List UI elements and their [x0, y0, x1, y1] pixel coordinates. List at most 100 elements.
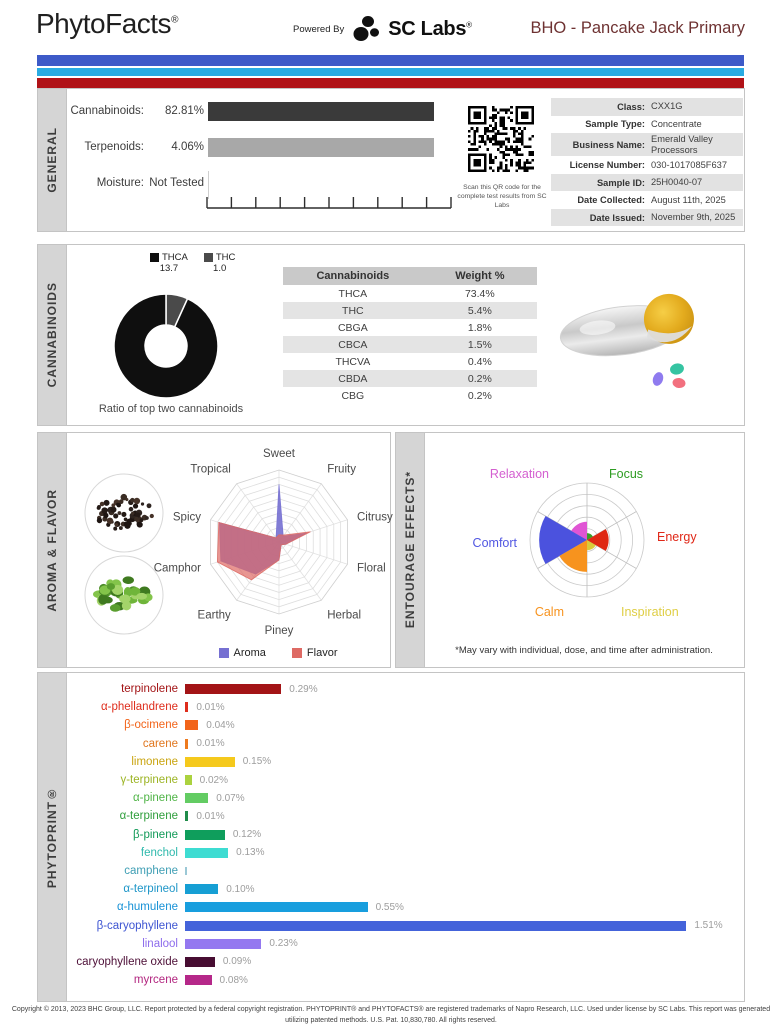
terpene-row: camphene: [66, 862, 740, 880]
info-row-label: Class:: [617, 101, 645, 112]
table-cell-value: 1.5%: [467, 338, 492, 351]
table-row: CBGA 1.8%: [283, 319, 537, 336]
terpene-bar: [185, 775, 192, 786]
table-header-row: Cannabinoids Weight %: [283, 267, 537, 285]
entourage-footnote: *May vary with individual, dose, and tim…: [455, 645, 713, 656]
table-cell-value: 0.2%: [467, 372, 492, 385]
table-row: CBG 0.2%: [283, 387, 537, 404]
table-cell-name: THCVA: [335, 355, 371, 368]
terpene-name: linalool: [142, 937, 178, 950]
legend-value: 13.7: [159, 263, 179, 274]
legend-name: Flavor: [306, 647, 338, 659]
terpene-name: β-pinene: [133, 828, 178, 841]
legend-name: Aroma: [233, 647, 266, 659]
terpene-bar: [185, 811, 189, 822]
terpene-bar: [185, 902, 368, 913]
table-header-cell: Weight %: [455, 270, 505, 282]
terpene-name: γ-terpinene: [120, 774, 178, 787]
moisture-axis-tick: [208, 171, 209, 199]
general-row-label: Cannabinoids:: [70, 105, 144, 117]
section-phytoprint: PHYTOPRINT® terpinolene 0.29% α-phellandre…: [37, 672, 745, 1002]
general-row: Terpenoids: 4.06%: [38, 138, 744, 157]
legend-value: 1.0: [213, 263, 227, 274]
entourage-effects-chart: Focus Relaxation Comfort Calm Inspiration Ene…: [473, 467, 698, 619]
terpene-bar: [185, 847, 229, 858]
terpene-row: α-terpineol 0.10%: [66, 880, 740, 898]
aroma-flavor-radar-chart: Sweet Fruity Citrusy Floral Herbal Piney Earth…: [154, 448, 393, 637]
terpene-bar: [185, 829, 225, 840]
stripe-blue: [37, 55, 744, 66]
donut-legend: THCA 13.7 THC 1.0: [150, 252, 235, 274]
table-cell-name: CBDA: [338, 372, 368, 385]
info-row-value: November 9th, 2025: [651, 212, 736, 223]
terpene-row: α-pinene 0.07%: [66, 789, 740, 807]
table-row: THC 5.4%: [283, 302, 537, 319]
terpene-value: 0.55%: [375, 901, 404, 913]
radar-axis-label: Herbal: [327, 609, 361, 621]
radar-axis-label: Fruity: [327, 464, 356, 476]
sample-info-table: Class: CXX1G Sample Type: Concentrate Busine…: [551, 98, 743, 227]
terpene-value: 0.10%: [226, 883, 255, 895]
powered-by-label: Powered By: [293, 23, 345, 35]
legend-swatch: [218, 648, 229, 658]
radar-axis-label: Spicy: [173, 512, 201, 524]
terpene-row: α-terpinene 0.01%: [66, 807, 740, 825]
entourage-sector-label: Energy: [657, 530, 697, 544]
info-row-label: Sample Type:: [585, 119, 645, 130]
info-row-label: Sample ID:: [596, 177, 645, 188]
radar-axis-label: Floral: [357, 562, 386, 574]
legend-swatch: [291, 648, 302, 658]
terpene-value: 0.01%: [196, 810, 225, 822]
terpene-row: β-ocimene 0.04%: [66, 716, 740, 734]
terpene-bar: [185, 793, 209, 804]
general-row-bar: [208, 102, 434, 121]
info-row: Sample Type: Concentrate: [551, 116, 743, 134]
terpene-name: myrcene: [133, 974, 178, 987]
general-row-label: Terpenoids:: [84, 141, 144, 153]
section-cannabinoids: CANNABINOIDS THCA 13.7 THC 1.0 Ratio of top…: [37, 244, 745, 426]
info-row: Sample ID: 25H0040-07: [551, 173, 743, 192]
info-row-value: August 11th, 2025: [651, 194, 726, 205]
terpene-row: myrcene 0.08%: [66, 971, 740, 989]
terpene-value: 0.13%: [236, 847, 265, 859]
section-phytoprint-tab: PHYTOPRINT®: [38, 673, 67, 1001]
general-row-bar: [208, 138, 434, 157]
terpene-row: α-humulene 0.55%: [66, 898, 740, 916]
sclabs-wordmark: SC Labs®: [388, 17, 472, 40]
table-cell-value: 73.4%: [464, 287, 495, 300]
qr-code: [468, 106, 534, 172]
entourage-sector-label: Calm: [535, 605, 564, 619]
terpene-bar: [185, 720, 199, 731]
terpene-bar: [185, 756, 235, 767]
entourage-sector-label: Focus: [609, 467, 643, 481]
terpene-name: limonene: [131, 755, 178, 768]
terpene-row: caryophyllene oxide 0.09%: [66, 953, 740, 971]
info-row: Business Name: Emerald Valley Processors: [551, 133, 743, 157]
terpene-value: 0.01%: [196, 701, 225, 713]
terpene-row: fenchol 0.13%: [66, 844, 740, 862]
section-entourage: ENTOURAGE EFFECTS* Focus Relaxation Comfor…: [395, 432, 745, 668]
legend-name: THCA: [162, 252, 188, 263]
stripe-light-blue: [37, 68, 744, 76]
table-header-cell: Cannabinoids: [316, 270, 390, 282]
terpene-name: β-caryophyllene: [96, 919, 178, 932]
terpene-name: caryophyllene oxide: [76, 955, 178, 968]
terpene-name: terpinolene: [121, 683, 178, 696]
terpene-value: 0.01%: [196, 738, 225, 750]
terpene-row: limonene 0.15%: [66, 753, 740, 771]
info-row-value: 25H0040-07: [651, 177, 703, 188]
general-row-value: 4.06%: [171, 141, 204, 153]
section-aroma-flavor-tab: AROMA & FLAVOR: [38, 433, 67, 667]
terpene-value: 0.15%: [242, 756, 272, 768]
aroma-flavor-legend-item: Aroma: [218, 647, 266, 659]
terpene-value: 0.04%: [206, 719, 235, 731]
copyright-footer: Copyright © 2013, 2023 BHC Group, LLC. R…: [11, 1006, 771, 1024]
radar-axis-label: Tropical: [190, 464, 230, 476]
terpene-bar: [185, 702, 189, 713]
info-row-label: Date Collected:: [577, 195, 645, 206]
report-title: BHO - Pancake Jack Primary: [530, 19, 745, 37]
radar-axis-label: Earthy: [198, 609, 231, 621]
general-row: Cannabinoids: 82.81%: [38, 102, 744, 121]
terpene-name: α-pinene: [132, 792, 178, 805]
registered-mark: ®: [171, 14, 178, 26]
